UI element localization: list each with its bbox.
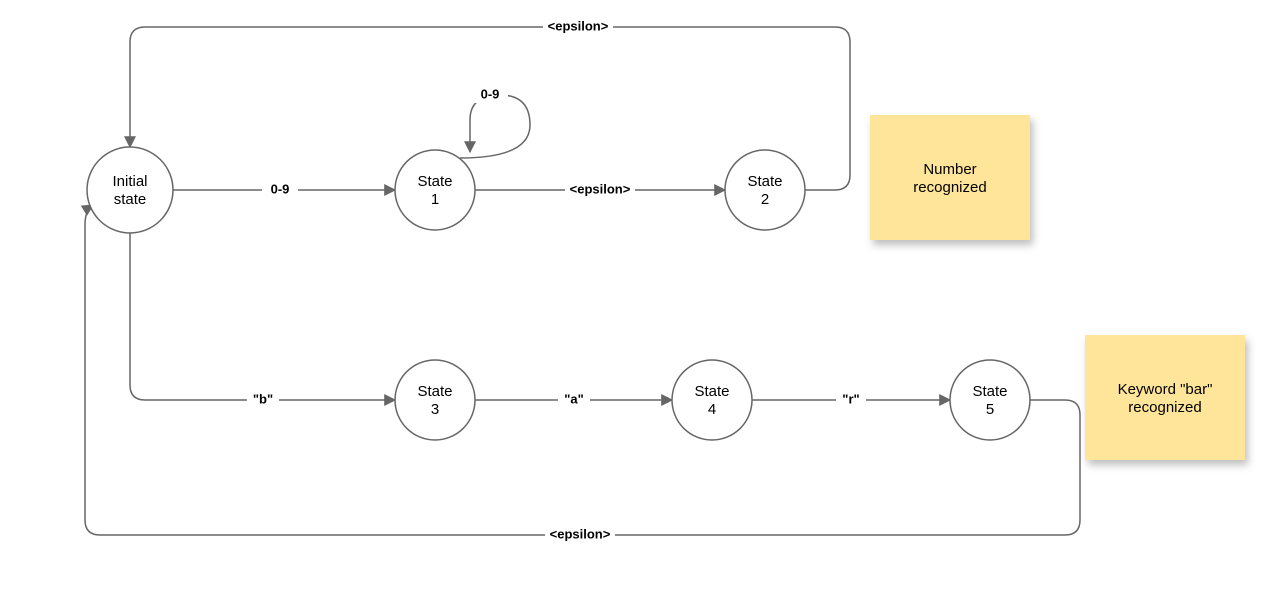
svg-text:Number: Number (923, 161, 976, 178)
svg-text:0-9: 0-9 (481, 86, 500, 101)
node-state-2: State 2 (725, 150, 805, 230)
state-diagram: 0-9 0-9 <epsilon> <epsilon> "b" "a" "r" (0, 0, 1280, 591)
svg-text:1: 1 (431, 191, 439, 208)
node-state-4: State 4 (672, 360, 752, 440)
svg-text:State: State (972, 383, 1007, 400)
svg-text:<epsilon>: <epsilon> (548, 18, 609, 33)
edge-s5-to-initial: <epsilon> (85, 205, 1080, 543)
edge-s1-self-loop: 0-9 (460, 86, 530, 158)
svg-text:5: 5 (986, 401, 994, 418)
svg-text:State: State (694, 383, 729, 400)
svg-text:"r": "r" (842, 391, 859, 406)
edge-s3-to-s4: "a" (475, 391, 672, 408)
svg-text:<epsilon>: <epsilon> (570, 181, 631, 196)
node-state-5: State 5 (950, 360, 1030, 440)
node-state-3: State 3 (395, 360, 475, 440)
svg-text:2: 2 (761, 191, 769, 208)
svg-text:state: state (114, 191, 147, 208)
note-keyword-recognized: Keyword "bar" recognized (1085, 335, 1245, 460)
svg-text:State: State (417, 173, 452, 190)
svg-text:State: State (747, 173, 782, 190)
svg-text:<epsilon>: <epsilon> (550, 526, 611, 541)
node-initial-state: Initial state (87, 147, 173, 233)
svg-text:Initial: Initial (112, 173, 147, 190)
edge-initial-to-s1: 0-9 (173, 181, 395, 198)
edge-s4-to-s5: "r" (752, 391, 950, 408)
svg-text:Keyword "bar": Keyword "bar" (1118, 381, 1213, 398)
node-state-1: State 1 (395, 150, 475, 230)
svg-text:"b": "b" (253, 391, 273, 406)
svg-text:"a": "a" (564, 391, 584, 406)
svg-text:State: State (417, 383, 452, 400)
edge-initial-to-s3: "b" (130, 233, 395, 408)
note-number-recognized: Number recognized (870, 115, 1030, 240)
svg-text:recognized: recognized (1128, 399, 1201, 416)
svg-text:0-9: 0-9 (271, 181, 290, 196)
edge-s1-to-s2: <epsilon> (475, 181, 725, 198)
svg-text:3: 3 (431, 401, 439, 418)
svg-text:4: 4 (708, 401, 716, 418)
svg-text:recognized: recognized (913, 179, 986, 196)
